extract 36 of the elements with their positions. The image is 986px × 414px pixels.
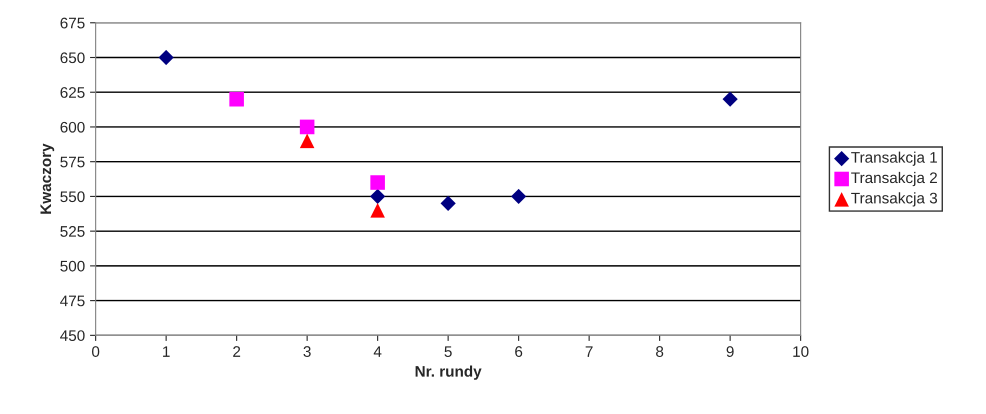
x-tick-label: 6 xyxy=(515,346,522,357)
y-axis-title: Kwaczory xyxy=(40,143,54,214)
point xyxy=(158,50,174,66)
legend-label: Transakcja 3 xyxy=(851,192,938,207)
y-tick-label: 600 xyxy=(60,122,85,133)
x-tick-label: 10 xyxy=(793,346,809,357)
y-tick-label: 625 xyxy=(60,87,85,98)
x-tick-label: 4 xyxy=(374,346,382,357)
point xyxy=(440,196,456,211)
point xyxy=(511,188,526,204)
point xyxy=(300,120,314,134)
y-tick-label: 575 xyxy=(60,156,85,168)
y-tick-label: 475 xyxy=(60,296,85,306)
y-tick-label: 675 xyxy=(60,18,85,28)
x-tick-label: 3 xyxy=(303,346,311,357)
y-tick-label: 450 xyxy=(60,330,85,342)
x-tick-label: 1 xyxy=(163,346,170,357)
x-tick-label: 0 xyxy=(92,346,100,357)
y-tick-label: 650 xyxy=(60,52,85,64)
point xyxy=(722,92,738,107)
y-tick-label: 500 xyxy=(60,260,85,272)
legend-label: Transakcja 1 xyxy=(851,152,937,166)
x-tick-label: 7 xyxy=(586,346,593,357)
x-tick-label: 2 xyxy=(233,346,240,357)
x-tick-label: 9 xyxy=(726,346,734,357)
x-tick-label: 5 xyxy=(444,346,452,357)
point xyxy=(229,92,244,106)
point xyxy=(370,188,386,204)
x-tick-label: 8 xyxy=(656,346,664,357)
point xyxy=(370,175,385,190)
x-axis-title: Nr. rundy xyxy=(416,366,482,380)
point xyxy=(370,203,385,218)
legend-label: Transakcja 2 xyxy=(851,172,937,186)
y-tick-label: 525 xyxy=(60,226,85,237)
point xyxy=(300,134,314,148)
y-tick-label: 550 xyxy=(60,191,85,202)
